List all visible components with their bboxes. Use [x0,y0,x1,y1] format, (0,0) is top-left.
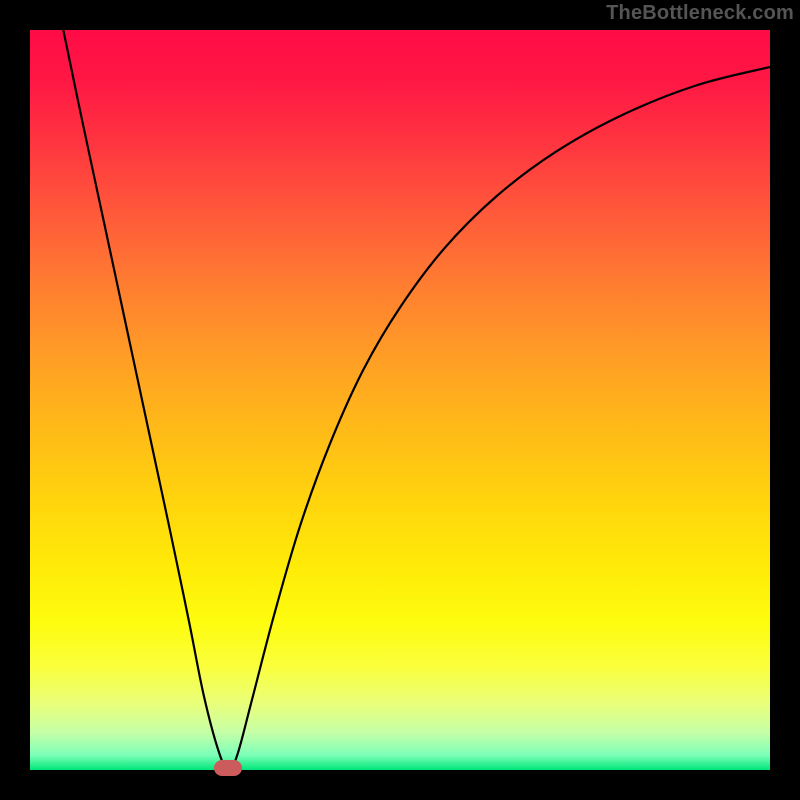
optimal-marker [214,760,242,776]
gradient-background [30,30,770,770]
chart-container: TheBottleneck.com [0,0,800,800]
plot-area [30,30,770,770]
watermark-text: TheBottleneck.com [606,2,794,25]
